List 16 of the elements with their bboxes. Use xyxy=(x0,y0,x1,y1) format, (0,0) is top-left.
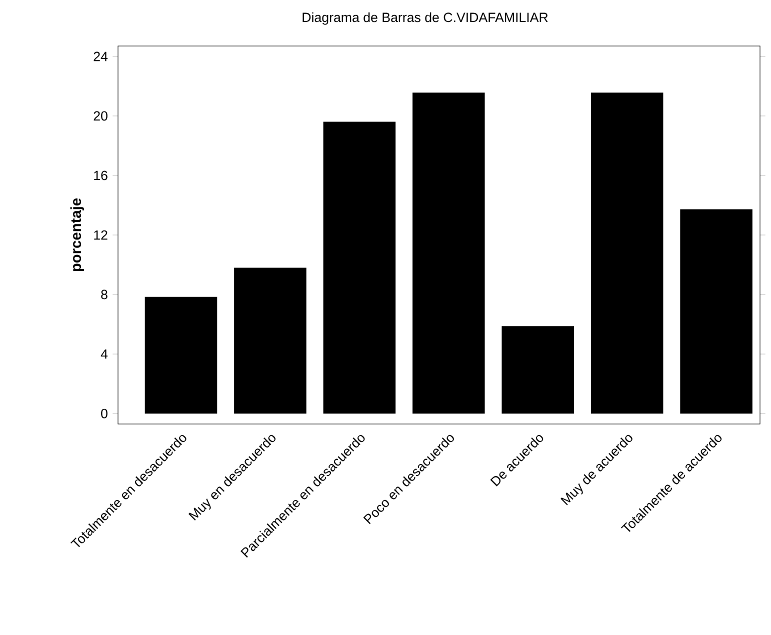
chart-title: Diagrama de Barras de C.VIDAFAMILIAR xyxy=(302,12,548,25)
bar xyxy=(502,326,574,414)
bar xyxy=(412,92,485,414)
y-tick-label: 24 xyxy=(94,52,108,62)
y-tick-label: 20 xyxy=(94,111,108,121)
y-axis-title: porcentaje xyxy=(70,198,84,272)
y-tick-label: 0 xyxy=(101,408,108,418)
bar xyxy=(680,209,752,414)
y-tick-label: 8 xyxy=(101,290,108,300)
y-tick-label: 12 xyxy=(94,230,108,240)
bar xyxy=(323,122,396,414)
bar xyxy=(234,268,306,414)
bar xyxy=(144,296,218,414)
y-tick-label: 16 xyxy=(94,170,108,180)
bar xyxy=(590,92,664,414)
y-tick-label: 4 xyxy=(100,349,108,359)
